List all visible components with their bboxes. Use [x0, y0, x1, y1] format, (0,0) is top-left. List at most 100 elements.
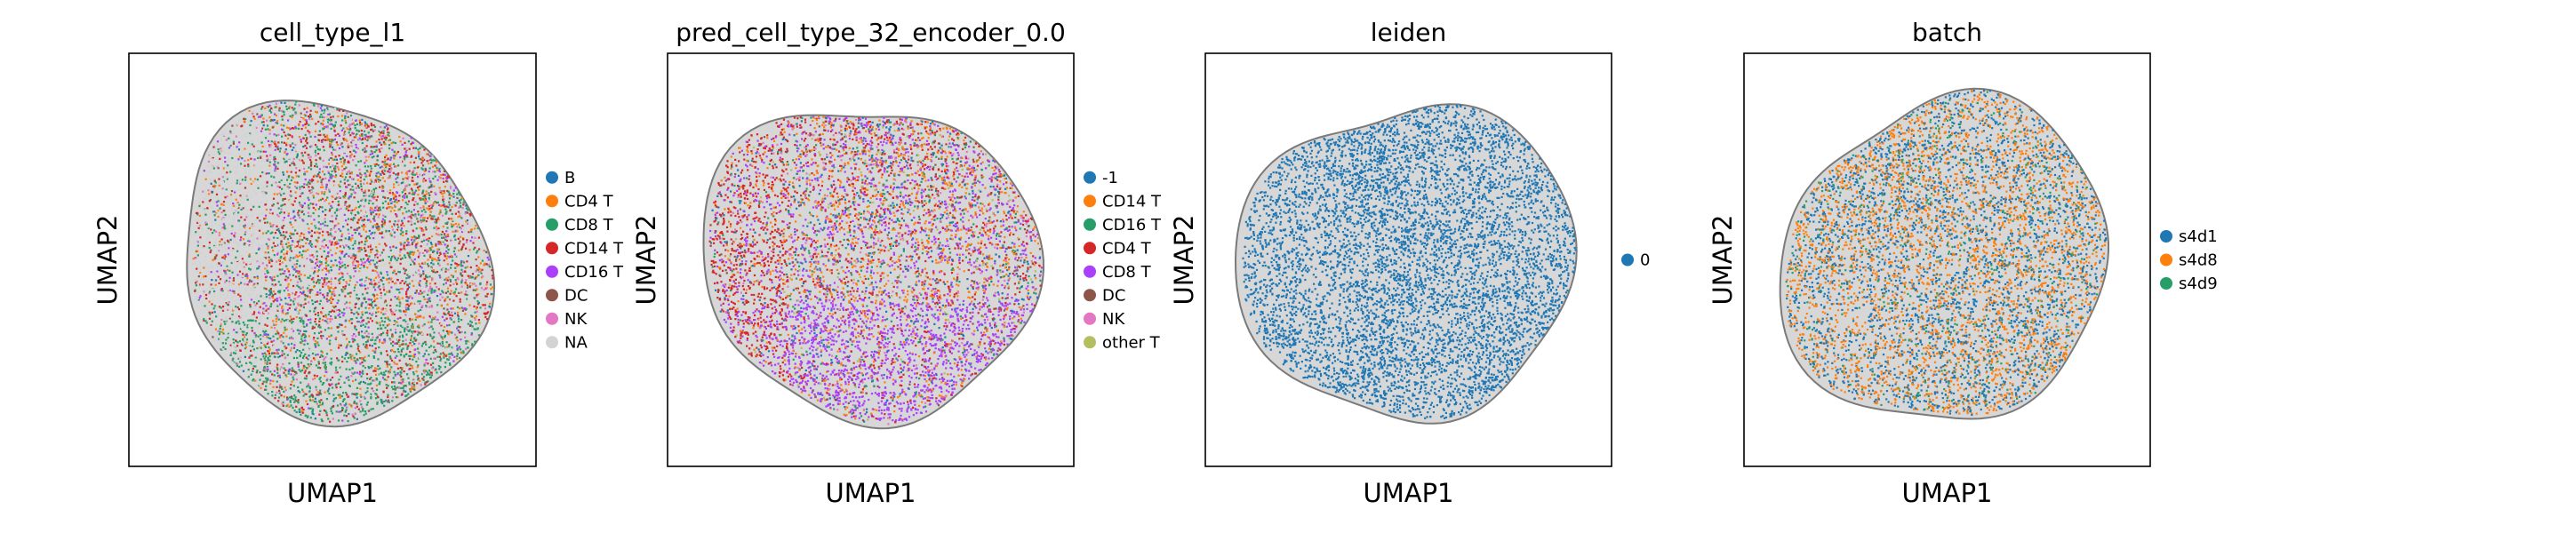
umap-point: [452, 307, 454, 310]
umap-point: [488, 266, 491, 268]
umap-point: [317, 354, 320, 357]
umap-point: [336, 220, 339, 223]
umap-point: [286, 308, 289, 311]
umap-point: [234, 278, 236, 282]
umap-point: [347, 179, 349, 182]
umap-point: [390, 263, 393, 266]
umap-point: [332, 298, 334, 301]
umap-point: [370, 199, 372, 203]
umap-point: [437, 248, 441, 251]
umap-point: [368, 394, 371, 397]
umap-point: [246, 131, 249, 134]
umap-point: [299, 203, 301, 206]
umap-point: [232, 247, 235, 251]
umap-point: [416, 325, 419, 328]
umap-point: [432, 202, 435, 204]
umap-point: [338, 268, 340, 271]
umap-point: [436, 259, 438, 262]
umap-point: [282, 336, 284, 338]
umap-point: [304, 393, 307, 395]
umap-point: [380, 351, 382, 354]
umap-point: [372, 197, 375, 200]
umap-point: [351, 413, 354, 416]
umap-point: [294, 206, 297, 209]
umap-point: [431, 215, 434, 218]
umap-point: [276, 144, 280, 147]
umap-point: [364, 397, 366, 400]
umap-point: [363, 205, 365, 208]
umap-point: [276, 202, 279, 204]
umap-point: [201, 228, 204, 231]
umap-point: [418, 324, 420, 327]
umap-point: [435, 221, 437, 224]
umap-point: [273, 284, 276, 287]
umap-point: [254, 178, 257, 180]
umap-point: [237, 118, 241, 122]
umap-point: [436, 228, 438, 231]
umap-point: [360, 252, 363, 255]
umap-point: [443, 354, 446, 356]
umap-point: [416, 375, 419, 378]
umap-point: [423, 217, 426, 219]
umap-point: [470, 321, 473, 323]
umap-point: [337, 346, 340, 349]
umap-point: [401, 334, 404, 337]
umap-point: [290, 320, 292, 322]
umap-point: [350, 136, 353, 139]
umap-point: [210, 228, 212, 231]
umap-point: [364, 360, 366, 362]
umap-point: [379, 232, 381, 235]
umap-point: [404, 310, 407, 313]
umap-point: [314, 397, 316, 400]
umap-point: [436, 217, 439, 219]
umap-point: [345, 403, 348, 406]
umap-point: [460, 348, 462, 351]
umap-point: [312, 195, 315, 197]
umap-point: [461, 245, 464, 248]
umap-point: [300, 304, 302, 306]
umap-point: [228, 289, 231, 291]
umap-point: [299, 251, 301, 254]
umap-point: [357, 139, 360, 141]
umap-point: [437, 240, 440, 243]
umap-point: [274, 394, 276, 396]
umap-point: [288, 362, 291, 365]
umap-point: [296, 284, 299, 287]
umap-point: [271, 283, 274, 286]
umap-point: [238, 340, 242, 343]
umap-point: [332, 148, 335, 151]
umap-point: [281, 135, 284, 138]
umap-point: [236, 260, 239, 263]
umap-point: [368, 255, 371, 258]
umap-point: [309, 158, 312, 162]
umap-point: [382, 140, 385, 143]
umap-point: [296, 256, 300, 259]
umap-point: [308, 386, 311, 388]
umap-point: [428, 178, 431, 180]
umap-point: [383, 289, 386, 291]
umap-point: [367, 287, 370, 290]
umap-point: [316, 175, 318, 178]
umap-point: [475, 307, 478, 310]
umap-point: [402, 319, 404, 322]
umap-point: [429, 249, 432, 251]
umap-point: [439, 251, 442, 254]
umap-point: [412, 322, 414, 325]
umap-point: [467, 209, 469, 211]
umap-point: [473, 233, 476, 235]
umap-point: [392, 193, 395, 196]
umap-point: [196, 241, 199, 243]
umap-point: [236, 164, 238, 167]
umap-point: [401, 382, 404, 385]
umap-point: [434, 315, 436, 318]
umap-point: [382, 374, 385, 377]
umap-point: [239, 163, 243, 165]
umap-point: [452, 250, 455, 253]
umap-point: [319, 176, 322, 179]
umap-point: [236, 245, 239, 248]
umap-point: [402, 160, 404, 163]
umap-point: [407, 345, 410, 347]
umap-point: [330, 363, 332, 366]
umap-point: [341, 169, 344, 171]
umap-point: [236, 171, 239, 173]
